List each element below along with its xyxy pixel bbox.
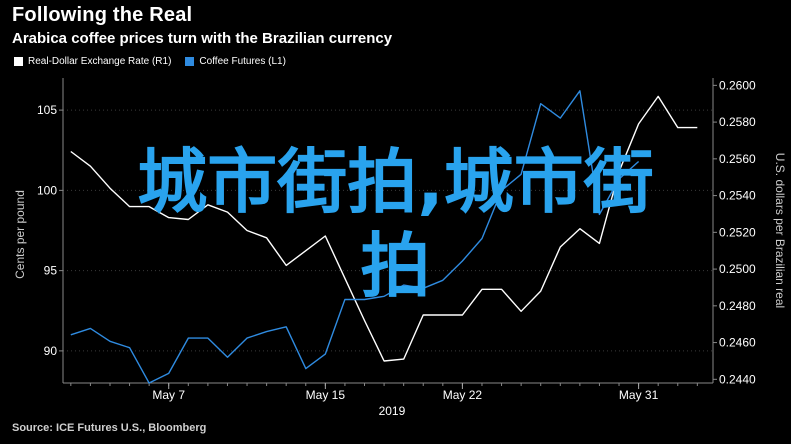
right-tick-label: 0.2480: [719, 299, 756, 313]
source-note: Source: ICE Futures U.S., Bloomberg: [12, 422, 207, 434]
left-tick-label: 105: [37, 103, 57, 117]
left-axis-title: Cents per pound: [13, 190, 27, 279]
right-tick-label: 0.2460: [719, 336, 756, 350]
x-tick-label: May 15: [306, 388, 346, 402]
x-tick-label: May 31: [619, 388, 659, 402]
right-tick-label: 0.2500: [719, 262, 756, 276]
legend-swatch-coffee-futures: [185, 57, 195, 66]
right-tick-label: 0.2540: [719, 189, 756, 203]
legend-item-exchange-rate: Real-Dollar Exchange Rate (R1): [14, 56, 171, 67]
x-tick-label: May 7: [152, 388, 185, 402]
left-tick-label: 100: [37, 183, 57, 197]
right-tick-label: 0.2600: [719, 78, 756, 92]
left-tick-label: 90: [44, 344, 58, 358]
right-tick-label: 0.2520: [719, 225, 756, 239]
series-line-exchange-rate: [70, 95, 698, 362]
x-tick-label: May 22: [443, 388, 483, 402]
right-tick-label: 0.2440: [719, 372, 756, 386]
chart-title: Following the Real: [12, 4, 193, 26]
legend-label-exchange-rate: Real-Dollar Exchange Rate (R1): [28, 56, 172, 67]
right-axis-title: U.S. dollars per Brazilian real: [773, 153, 787, 308]
right-tick-label: 0.2580: [719, 115, 756, 129]
right-tick-label: 0.2560: [719, 152, 756, 166]
legend-swatch-exchange-rate: [14, 57, 23, 66]
x-axis-year: 2019: [379, 404, 406, 418]
legend: Real-Dollar Exchange Rate (R1) Coffee Fu…: [14, 56, 286, 67]
series-line-coffee-futures: [70, 90, 640, 384]
legend-item-coffee-futures: Coffee Futures (L1): [185, 56, 286, 67]
legend-label-coffee-futures: Coffee Futures (L1): [199, 56, 286, 67]
left-tick-label: 95: [44, 264, 58, 278]
chart-subtitle: Arabica coffee prices turn with the Braz…: [12, 30, 393, 47]
